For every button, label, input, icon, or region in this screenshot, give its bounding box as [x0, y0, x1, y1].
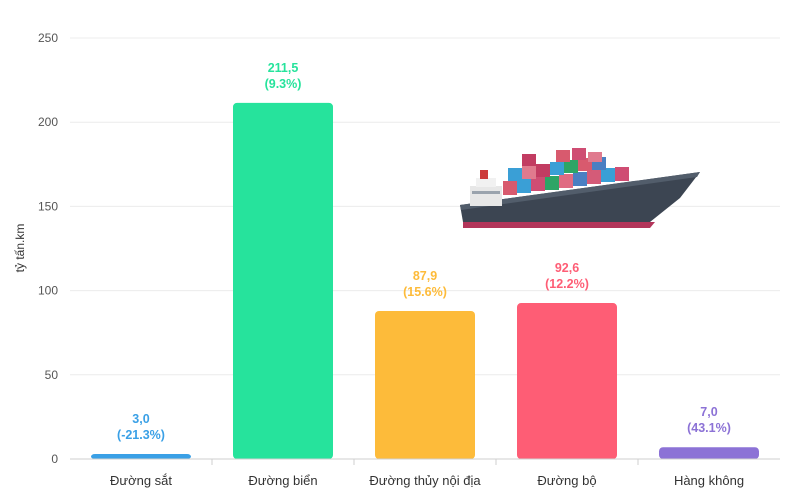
- bar: [517, 303, 617, 459]
- y-tick-label: 100: [38, 284, 58, 298]
- x-tick-label: Đường bộ: [537, 473, 596, 488]
- y-tick-label: 200: [38, 115, 58, 129]
- y-tick-label: 150: [38, 199, 58, 213]
- change-labels: (-21.3%) (9.3%) (15.6%) (12.2%) (43.1%): [117, 77, 731, 442]
- change-label: (15.6%): [403, 285, 447, 299]
- x-tick-label: Hàng không: [674, 473, 744, 488]
- container-ship-icon: [460, 148, 700, 228]
- y-tick-label: 250: [38, 31, 58, 45]
- change-label: (43.1%): [687, 421, 731, 435]
- bar: [233, 102, 333, 460]
- category-labels: Đường sắt Đường biển Đường thủy nội địa Đườ…: [110, 473, 744, 488]
- change-label: (12.2%): [545, 277, 589, 291]
- y-tick-label: 0: [51, 452, 58, 466]
- y-axis-label: tỷ tấn.km: [13, 224, 27, 273]
- x-tick-label: Đường biển: [248, 473, 317, 488]
- data-label: 211,5: [268, 61, 299, 75]
- change-label: (9.3%): [265, 77, 302, 91]
- x-tick-label: Đường thủy nội địa: [369, 473, 481, 488]
- bar: [659, 447, 759, 459]
- bar: [375, 310, 475, 459]
- data-label: 3,0: [132, 412, 149, 426]
- bars: [91, 102, 759, 460]
- y-tick-label: 50: [45, 368, 59, 382]
- bar: [91, 453, 191, 459]
- data-label: 87,9: [413, 269, 437, 283]
- gridlines: [70, 37, 780, 376]
- x-axis-ticks: [211, 459, 639, 465]
- value-labels: 3,0 211,5 87,9 92,6 7,0: [132, 61, 717, 426]
- change-label: (-21.3%): [117, 428, 165, 442]
- x-tick-label: Đường sắt: [110, 473, 172, 488]
- y-axis-ticks: 0 50 100 150 200 250: [38, 31, 58, 466]
- data-label: 7,0: [700, 405, 717, 419]
- data-label: 92,6: [555, 261, 579, 275]
